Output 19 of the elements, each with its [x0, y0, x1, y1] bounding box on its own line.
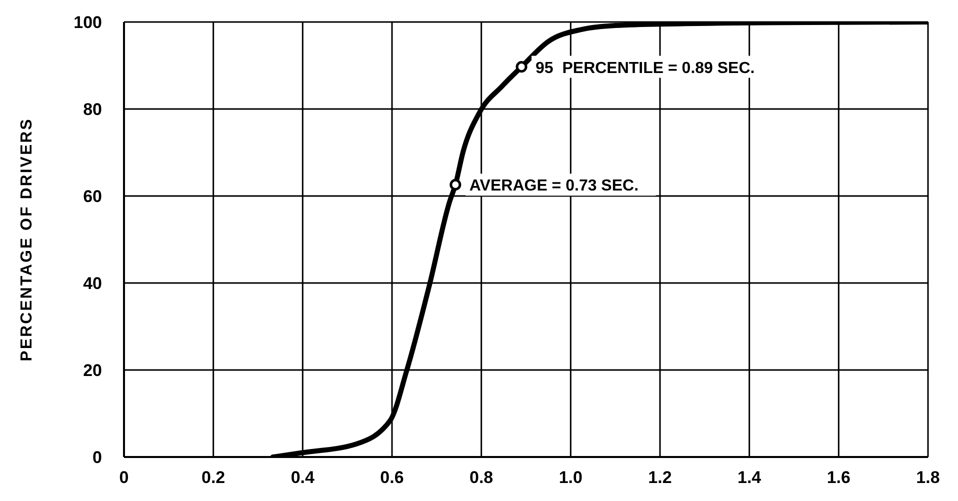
annotation: 95 PERCENTILE = 0.89 SEC.: [536, 60, 755, 77]
y-axis-title: PERCENTAGE OF DRIVERS: [18, 118, 36, 362]
x-tick-label: 0.6: [380, 468, 404, 488]
x-tick-label: 0.4: [290, 468, 316, 488]
y-tick-label: 40: [83, 274, 102, 294]
x-tick-label: 0.8: [470, 468, 494, 488]
x-tick-label: 0: [119, 468, 129, 488]
x-tick-label: 0.2: [202, 468, 226, 488]
y-tick-label: 60: [83, 187, 102, 206]
y-tick-label: 0: [92, 448, 102, 468]
y-tick-label: 100: [74, 13, 102, 32]
x-tick-label: 1.6: [826, 468, 850, 488]
x-tick-label: 1.2: [648, 468, 672, 488]
y-tick-label: 80: [83, 100, 102, 120]
y-tick-label: 20: [83, 361, 102, 380]
x-tick-label: 1.4: [738, 468, 762, 488]
annotation: AVERAGE = 0.73 SEC.: [469, 178, 639, 195]
x-tick-label: 1.0: [558, 468, 582, 488]
x-tick-label: 1.8: [916, 468, 940, 488]
